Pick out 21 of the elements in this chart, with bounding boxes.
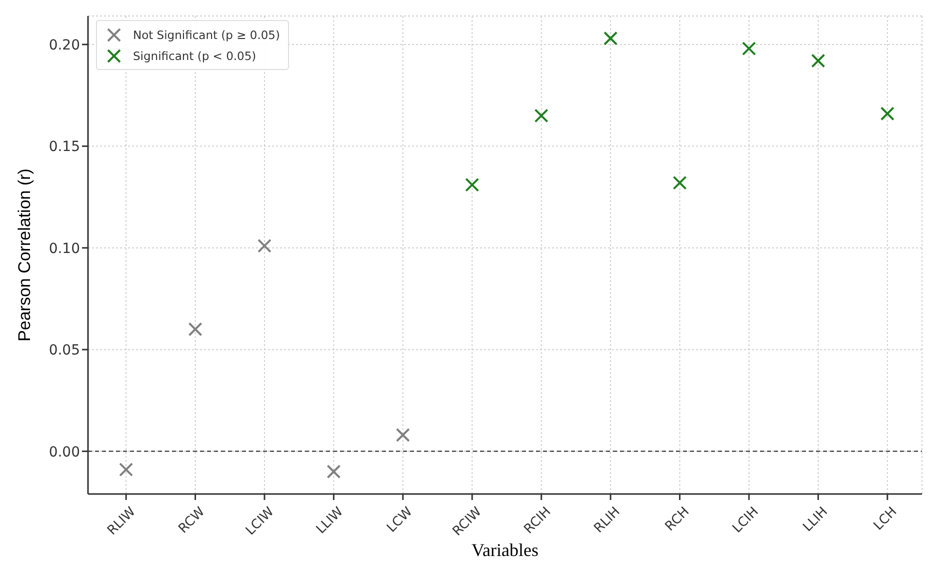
point [188, 322, 202, 336]
legend-label: Not Significant (p ≥ 0.05) [133, 28, 280, 42]
point [396, 428, 410, 442]
x-axis-title: Variables [472, 540, 538, 560]
point [326, 464, 341, 479]
point [880, 106, 894, 121]
legend-label: Significant (p < 0.05) [133, 48, 256, 62]
y-tick-label: 0.20 [48, 37, 80, 54]
point [811, 54, 826, 68]
y-axis-title: Pearson Correlation (r) [15, 168, 34, 342]
y-tick-label: 0.10 [48, 240, 80, 257]
point [534, 108, 548, 123]
point [257, 238, 272, 253]
point [465, 178, 480, 192]
point [119, 462, 134, 477]
point [672, 176, 687, 190]
point [742, 42, 756, 56]
point [604, 31, 618, 46]
y-tick-label: 0.05 [48, 342, 80, 359]
y-tick-label: 0.00 [48, 444, 80, 460]
y-tick-label: 0.15 [48, 139, 80, 156]
